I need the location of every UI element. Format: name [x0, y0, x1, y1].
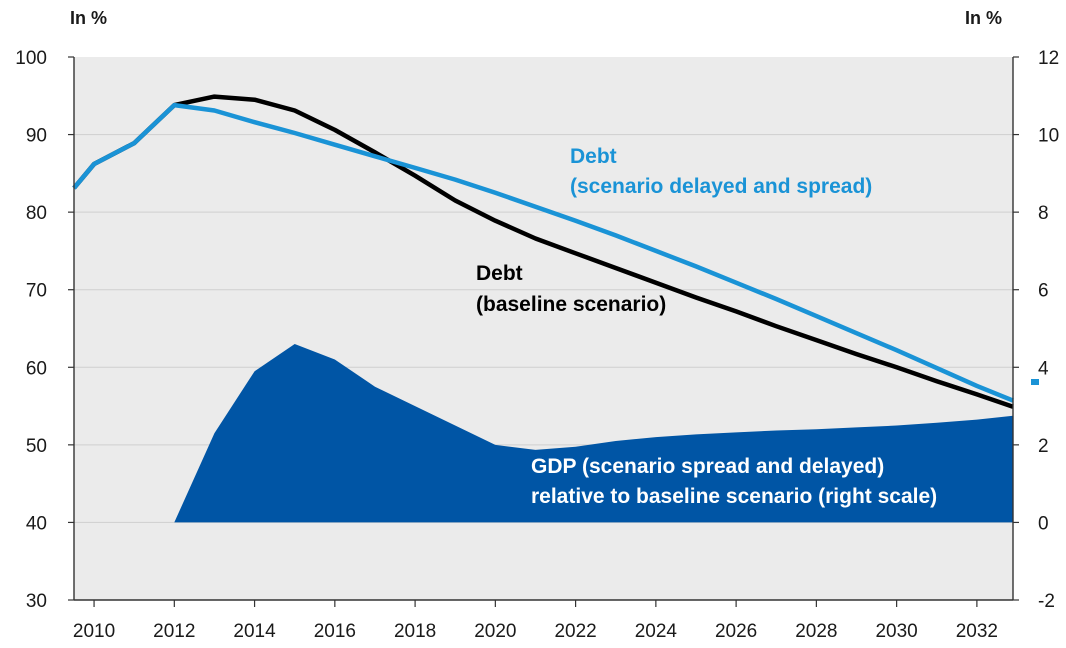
- x-tick-label: 2016: [314, 621, 356, 642]
- gdp-annotation-line2: relative to baseline scenario (right sca…: [531, 485, 937, 508]
- debt-baseline-annotation-line2: (baseline scenario): [476, 293, 666, 316]
- left-y-tick-labels: 100 90 80 70 60 50 40 30: [15, 48, 47, 612]
- x-tick-label: 2024: [635, 621, 678, 642]
- gdp-area-layer: [174, 344, 1014, 523]
- left-y-tick-label: 50: [26, 436, 47, 457]
- left-y-tick-label: 80: [26, 203, 47, 224]
- x-tick-label: 2022: [554, 621, 596, 642]
- right-y-tick-label: -2: [1038, 591, 1055, 612]
- right-y-tick-label: 10: [1038, 126, 1059, 147]
- debt-delayed-annotation-line2: (scenario delayed and spread): [570, 175, 872, 198]
- x-tick-label: 2026: [715, 621, 757, 642]
- x-tick-label: 2012: [153, 621, 195, 642]
- debt_baseline-line: [72, 94, 1014, 409]
- axes: [68, 56, 1019, 607]
- gdp-annotation-line1: GDP (scenario spread and delayed): [531, 455, 884, 478]
- gridlines: [74, 134, 1013, 523]
- x-tick-label: 2028: [795, 621, 837, 642]
- x-tick-label: 2010: [73, 621, 115, 642]
- x-tick-label: 2032: [956, 621, 998, 642]
- right-y-tick-label: 0: [1038, 513, 1049, 534]
- debt-baseline-annotation-line1: Debt: [476, 262, 523, 285]
- debt_delayed-line: [72, 102, 1014, 403]
- debt-delayed-annotation-line1: Debt: [570, 145, 617, 168]
- gdp-area: [174, 344, 1014, 523]
- left-y-tick-label: 60: [26, 358, 47, 379]
- debt-lines-layer: [72, 94, 1014, 409]
- left-y-tick-label: 30: [26, 591, 47, 612]
- x-tick-labels: 2010 2012 2014 2016 2018 2020 2022 2024 2026 2028…: [73, 621, 998, 642]
- x-tick-label: 2018: [394, 621, 436, 642]
- x-tick-label: 2014: [233, 621, 276, 642]
- right-y-tick-label: 12: [1038, 48, 1059, 69]
- right-y-tick-label: 6: [1038, 281, 1049, 302]
- left-y-tick-label: 40: [26, 513, 47, 534]
- left-y-tick-label: 70: [26, 281, 47, 302]
- left-unit-label: In %: [70, 8, 107, 28]
- x-tick-label: 2030: [875, 621, 917, 642]
- left-y-tick-label: 100: [15, 48, 47, 69]
- left-y-tick-label: 90: [26, 126, 47, 147]
- series-marker: [1031, 379, 1039, 385]
- right-unit-label: In %: [965, 8, 1002, 28]
- x-tick-label: 2020: [474, 621, 516, 642]
- right-y-tick-label: 8: [1038, 203, 1049, 224]
- right-y-tick-label: 2: [1038, 436, 1049, 457]
- right-y-tick-labels: 12 10 8 6 4 2 0 -2: [1038, 48, 1059, 612]
- right-y-tick-label: 4: [1038, 358, 1049, 379]
